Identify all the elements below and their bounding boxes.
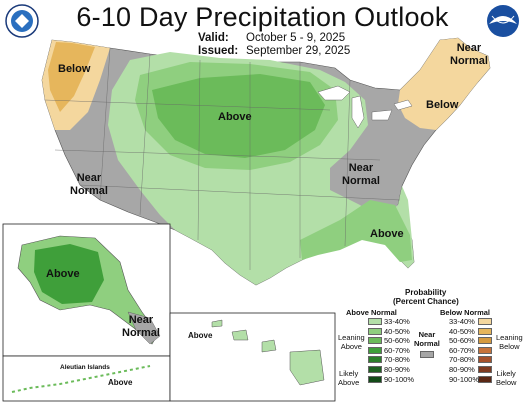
legend-below-range: 60-70%	[449, 345, 475, 355]
legend-title: Probability	[405, 288, 447, 297]
valid-dates: Valid: October 5 - 9, 2025	[198, 32, 345, 44]
alaska-near-normal	[127, 311, 161, 345]
label-near-normal-east: Near Normal	[342, 162, 380, 187]
legend-leaning-below: Leaning Below	[496, 333, 523, 351]
label-aleutian-above: Above	[108, 378, 133, 387]
label-above-se: Above	[370, 228, 404, 240]
label-below-ne: Below	[426, 99, 459, 111]
alaska-above-core	[34, 244, 104, 304]
legend-above-swatch	[368, 318, 382, 325]
legend-above-swatch	[368, 337, 382, 345]
label-alaska-above: Above	[46, 268, 80, 280]
legend-below-range: 33-40%	[449, 317, 475, 326]
legend-below-range: 50-60%	[449, 336, 475, 346]
above-normal-core	[152, 74, 325, 158]
above-normal-southeast	[300, 200, 412, 262]
legend-likely-below: Likely Below	[496, 369, 517, 387]
legend-leaning-above: Leaning Above	[338, 333, 365, 351]
valid-label: Valid:	[198, 32, 229, 44]
issued-value: September 29, 2025	[246, 45, 351, 57]
label-below-west: Below	[58, 63, 91, 75]
legend-above-range: 50-60%	[384, 336, 410, 346]
legend-below-swatch	[478, 327, 492, 335]
legend-below-range: 90-100%	[449, 374, 480, 384]
legend-below-range: 70-80%	[449, 355, 475, 365]
below-normal-northwest-core	[48, 42, 95, 112]
legend-above-swatch	[368, 327, 382, 335]
legend-below-swatch	[478, 366, 492, 373]
legend-below-swatch	[478, 337, 492, 345]
valid-value: October 5 - 9, 2025	[246, 32, 346, 44]
legend-below-swatch	[478, 356, 492, 364]
issued-date: Issued: September 29, 2025	[198, 45, 350, 57]
legend-below-swatch	[478, 318, 492, 325]
aleutian-islands	[11, 365, 151, 393]
label-alaska-near-normal: Near Normal	[122, 314, 160, 339]
legend-below-range: 40-50%	[449, 326, 475, 336]
legend-below-range: 80-90%	[449, 365, 475, 374]
legend-below-header: Below Normal	[440, 308, 491, 317]
state-boundaries	[44, 47, 401, 270]
legend-near-swatch	[420, 351, 434, 358]
legend-above-range: 70-80%	[384, 355, 410, 365]
label-near-normal-west: Near Normal	[70, 172, 108, 197]
page-title: 6-10 Day Precipitation Outlook	[76, 2, 449, 32]
legend-above-range: 80-90%	[384, 365, 410, 374]
legend-above-range: 40-50%	[384, 326, 410, 336]
legend-below-swatch	[478, 346, 492, 354]
legend-near-header: Near Normal	[414, 330, 440, 348]
legend-likely-above: Likely Above	[338, 369, 360, 387]
legend-above-swatch	[368, 346, 382, 354]
legend-above-range: 60-70%	[384, 345, 410, 355]
legend-subtitle: (Percent Chance)	[393, 297, 459, 306]
legend-above-swatch	[368, 356, 382, 364]
great-lakes	[317, 85, 413, 129]
doc-seal-icon	[5, 4, 39, 38]
legend-above-header: Above Normal	[346, 308, 397, 317]
issued-label: Issued:	[198, 45, 239, 57]
legend-above-range: 33-40%	[384, 317, 410, 326]
legend-below-swatch	[478, 375, 492, 383]
legend-above-range: 90-100%	[384, 374, 415, 384]
label-aleutian-title: Aleutian Islands	[60, 364, 110, 371]
label-hawaii-above: Above	[188, 331, 213, 340]
legend-above-swatch	[368, 366, 382, 373]
below-normal-northeast	[398, 38, 490, 130]
hawaii-islands	[211, 319, 325, 386]
label-near-normal-ne: Near Normal	[450, 42, 488, 67]
noaa-logo-icon	[487, 5, 519, 37]
legend-above-swatch	[368, 375, 382, 383]
label-above-central: Above	[218, 111, 252, 123]
